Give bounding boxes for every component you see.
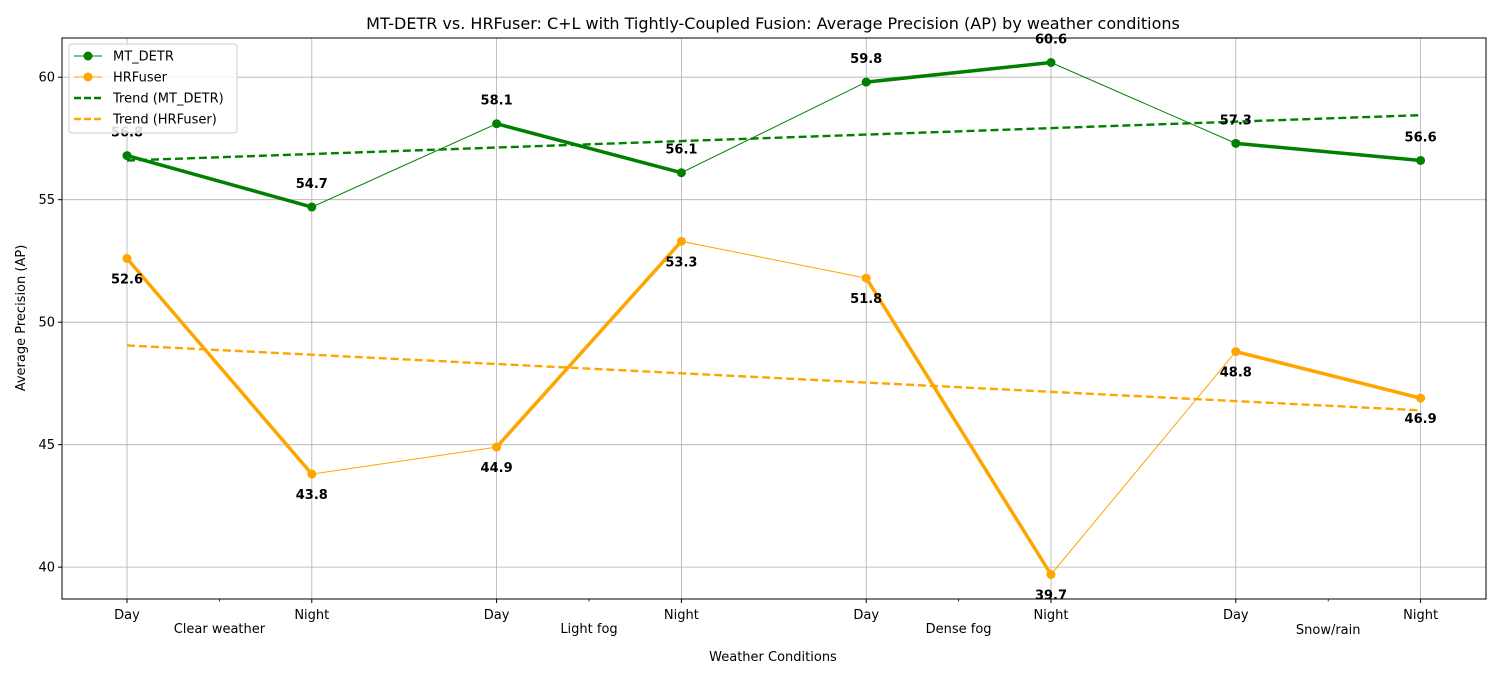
data-label: 48.8 <box>1220 366 1252 381</box>
legend-marker <box>83 51 93 61</box>
x-tick-label: Day <box>1223 608 1249 623</box>
series-group-segment <box>125 153 314 209</box>
series-point <box>1046 570 1056 580</box>
y-tick-label: 55 <box>38 193 55 208</box>
data-label: 60.6 <box>1035 32 1067 47</box>
data-label: 44.9 <box>481 461 513 476</box>
plot-area: 40 45 50 55 60 Day Night Day Night Day Night Day Nig… <box>38 32 1487 638</box>
series-point <box>1416 393 1426 403</box>
x-tick-label: Day <box>853 608 879 623</box>
series-point <box>307 469 317 479</box>
x-axis-label: Weather Conditions <box>709 650 837 665</box>
x-tick-label: Night <box>294 608 329 623</box>
x-tick-label: Night <box>1403 608 1438 623</box>
series-point <box>1046 57 1056 67</box>
data-label: 39.7 <box>1035 589 1067 604</box>
series-group-segment <box>1234 349 1423 400</box>
plot-frame <box>61 37 1487 600</box>
series-point <box>122 253 132 263</box>
data-label: 52.6 <box>111 272 143 287</box>
series-point <box>1231 138 1241 148</box>
series-point <box>676 236 686 246</box>
series-point <box>492 442 502 452</box>
data-label: 43.8 <box>296 488 328 503</box>
legend-label: Trend (MT_DETR) <box>112 92 224 107</box>
x-tick-label: Day <box>114 608 140 623</box>
data-label: 56.6 <box>1405 130 1437 145</box>
series-point <box>861 273 871 283</box>
y-tick-label: 45 <box>38 438 55 453</box>
x-tick-label: Night <box>1034 608 1069 623</box>
series-point <box>676 168 686 178</box>
legend: MT_DETR HRFuser Trend (MT_DETR) Trend (HRFu… <box>68 43 238 134</box>
series-point <box>1231 347 1241 357</box>
series-group-segment <box>494 239 684 449</box>
data-label: 51.8 <box>850 292 882 307</box>
series-line <box>126 240 1421 576</box>
legend-label: HRFuser <box>113 71 168 86</box>
group-label: Clear weather <box>174 622 266 637</box>
y-axis-label: Average Precision (AP) <box>14 245 29 392</box>
group-label: Snow/rain <box>1296 623 1361 638</box>
series-point <box>492 119 502 129</box>
series-group-segment <box>125 256 314 476</box>
data-label: 46.9 <box>1405 412 1437 427</box>
series-group-segment <box>864 276 1053 577</box>
series-line <box>126 61 1421 208</box>
series-group-segment <box>1234 141 1423 163</box>
data-label: 57.3 <box>1220 113 1252 128</box>
data-label: 53.3 <box>665 255 697 270</box>
data-label: 56.1 <box>665 143 697 158</box>
x-tick-label: Day <box>484 608 510 623</box>
group-label: Light fog <box>560 622 617 637</box>
x-tick-label: Night <box>664 608 699 623</box>
legend-box <box>68 43 238 134</box>
legend-label: MT_DETR <box>113 50 174 65</box>
series-point <box>1416 155 1426 165</box>
group-label: Dense fog <box>926 622 992 637</box>
chart-title: MT-DETR vs. HRFuser: C+L with Tightly-Co… <box>366 14 1180 33</box>
series-point <box>122 151 132 161</box>
series-group-segment <box>864 60 1053 84</box>
legend-marker <box>83 72 93 82</box>
series-point <box>307 202 317 212</box>
y-tick-label: 60 <box>38 71 55 86</box>
data-label: 54.7 <box>296 177 328 192</box>
data-label: 59.8 <box>850 52 882 67</box>
series-point <box>861 77 871 87</box>
legend-label: Trend (HRFuser) <box>112 113 217 128</box>
y-tick-label: 50 <box>38 316 55 331</box>
y-tick-label: 40 <box>38 561 55 576</box>
series-group-segment <box>494 121 684 175</box>
data-label: 58.1 <box>481 94 513 109</box>
